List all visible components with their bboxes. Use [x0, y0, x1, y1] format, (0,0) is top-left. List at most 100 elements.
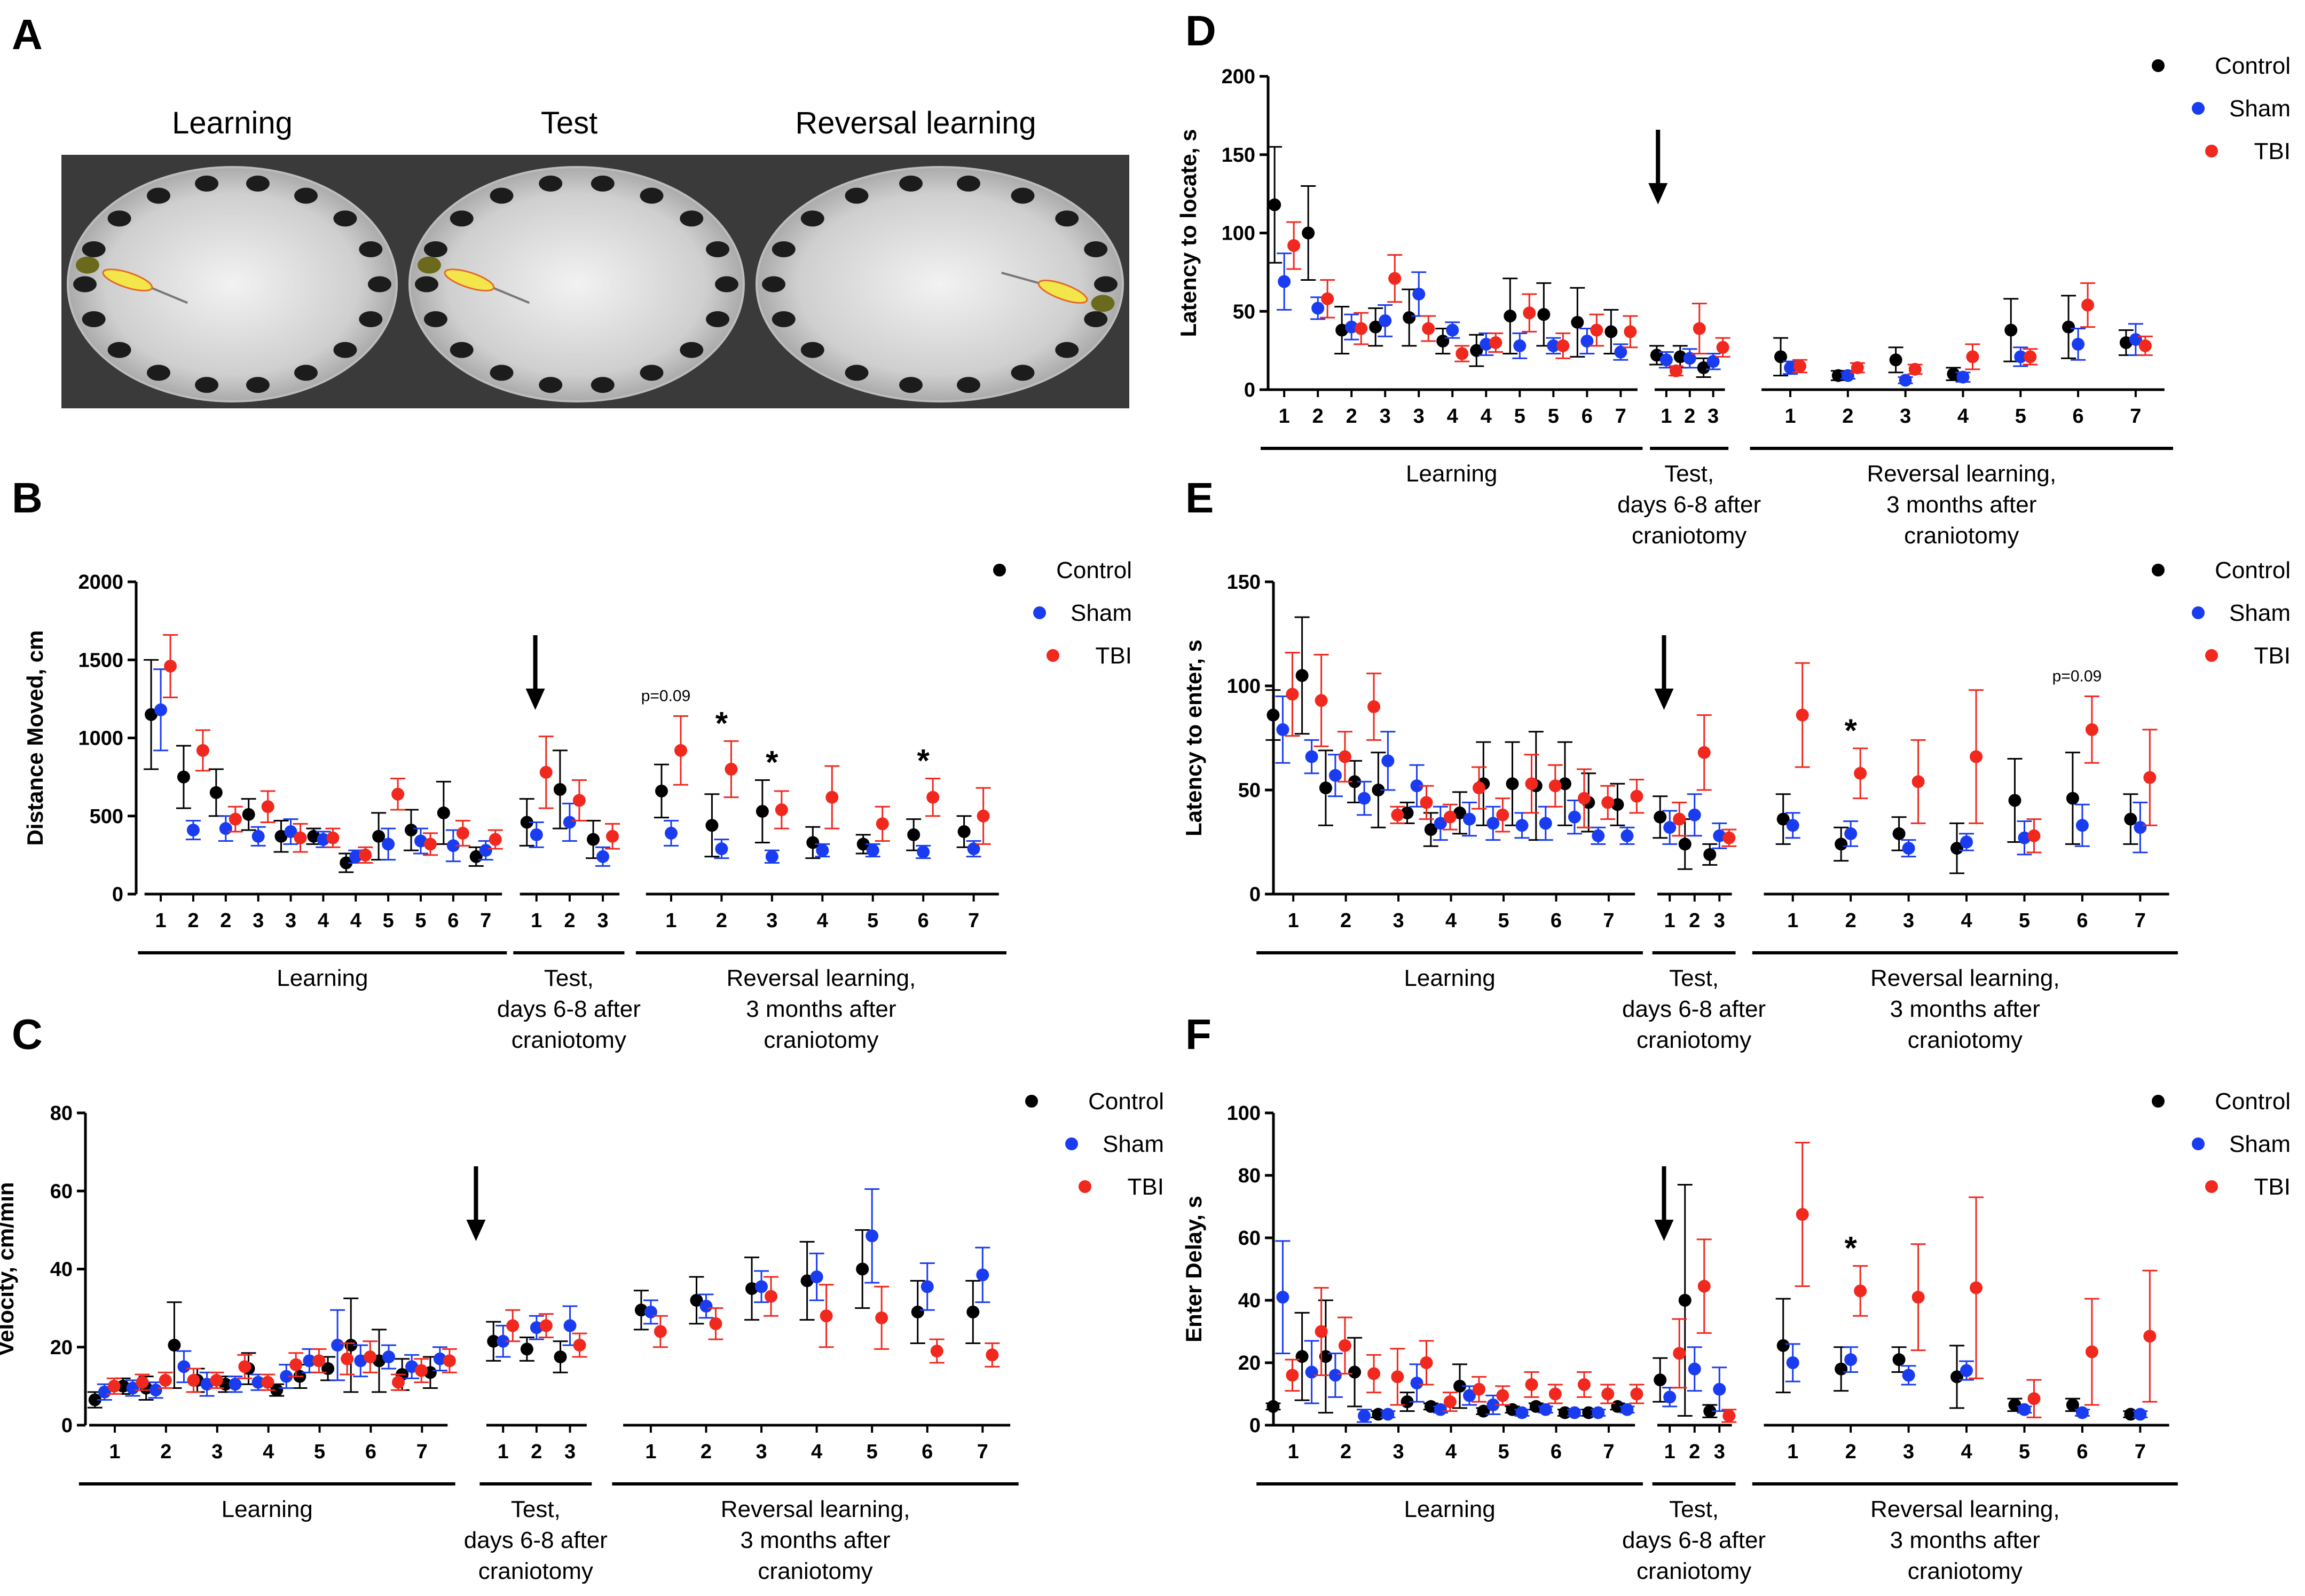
data-point — [1713, 1382, 1726, 1396]
data-point — [755, 1280, 768, 1293]
series-sham — [1275, 1240, 2148, 1423]
x-tick-label: 4 — [263, 1441, 274, 1463]
data-point — [715, 842, 728, 856]
panel-a: A Learning Test Reversal learning — [12, 11, 1129, 408]
group-label-line: days 6-8 after — [497, 996, 641, 1022]
group-label-line: Test, — [544, 965, 594, 991]
x-tick-label: 4 — [1481, 405, 1492, 428]
data-point — [1673, 812, 1686, 826]
data-point — [1683, 352, 1696, 365]
data-point — [1776, 812, 1790, 826]
series-control — [1267, 146, 2134, 382]
data-point — [1401, 806, 1414, 819]
arena-hole — [147, 365, 170, 381]
data-point — [326, 831, 340, 844]
x-tick-label: 7 — [1603, 1441, 1614, 1463]
group-label: Reversal learning, 3 months after cranioto… — [1867, 461, 2056, 549]
data-point — [1506, 777, 1519, 791]
group-label-line: 3 months after — [1886, 492, 2036, 518]
x-tick-label: 1 — [155, 910, 167, 932]
data-point — [487, 1334, 500, 1348]
x-tick-label: 1 — [531, 910, 542, 932]
x-tick-label: 7 — [1615, 405, 1626, 428]
x-tick-label: 4 — [1447, 405, 1458, 428]
target-hole — [417, 256, 441, 274]
data-point — [177, 1360, 191, 1373]
data-point — [866, 1229, 879, 1243]
x-tick-label: 6 — [2076, 910, 2088, 932]
x-tick-label: 2 — [1346, 405, 1357, 428]
data-point — [1420, 796, 1433, 809]
x-tick-label: 6 — [1551, 910, 1562, 932]
group-label: Learning — [1404, 965, 1495, 991]
arena-hole — [423, 311, 447, 327]
data-point — [1835, 1362, 1848, 1376]
x-tick-label: 5 — [415, 910, 426, 932]
data-point — [1525, 777, 1538, 791]
data-point — [1436, 335, 1450, 348]
data-point — [1630, 789, 1643, 803]
data-point — [2081, 298, 2095, 312]
data-point — [1278, 275, 1291, 288]
data-point — [1295, 1350, 1309, 1363]
data-point — [539, 1319, 553, 1332]
arena-hole — [640, 187, 664, 204]
mouse — [444, 268, 530, 304]
data-point — [2008, 1398, 2021, 1411]
data-point — [1844, 827, 1858, 840]
data-point — [1851, 361, 1864, 374]
data-point — [1381, 754, 1395, 768]
data-point — [2066, 1398, 2079, 1411]
target-hole — [1091, 295, 1115, 312]
data-point — [1335, 323, 1349, 337]
x-tick-label: 4 — [1445, 910, 1457, 932]
data-point — [1470, 344, 1483, 357]
arena-hole — [591, 175, 615, 192]
data-point — [1577, 792, 1591, 805]
data-point — [573, 1339, 586, 1352]
x-tick-label: 4 — [1961, 910, 1972, 932]
timeline-arrow-head — [466, 1220, 486, 1241]
arena-hole — [490, 365, 514, 381]
data-point — [1305, 750, 1318, 763]
group-label-line: days 6-8 after — [464, 1527, 608, 1553]
x-tick-label: 5 — [2019, 910, 2030, 932]
x-tick-label: 1 — [1664, 1441, 1675, 1463]
arena-hole — [1084, 311, 1108, 327]
data-point — [1892, 827, 1906, 840]
data-point — [1966, 350, 1979, 364]
legend: Control Sham TBI — [993, 557, 1132, 669]
data-point — [977, 809, 990, 823]
data-point — [664, 826, 678, 840]
data-point — [2027, 1392, 2041, 1405]
series-sham — [97, 1188, 990, 1401]
data-point — [1614, 345, 1627, 359]
data-point — [280, 1370, 293, 1383]
data-point — [699, 1299, 713, 1313]
data-point — [391, 787, 405, 801]
data-point — [1950, 842, 1964, 855]
data-point — [340, 856, 353, 870]
arena-hole — [359, 311, 383, 327]
group-label-line: days 6-8 after — [1617, 492, 1761, 518]
arena-hole — [147, 187, 170, 204]
data-point — [957, 825, 971, 838]
series-sham — [1275, 696, 2148, 858]
data-point — [1315, 1325, 1328, 1338]
x-tick-label: 1 — [645, 1441, 656, 1463]
data-point — [136, 1376, 149, 1389]
y-axis-title: Latency to locate, s — [1176, 129, 1201, 337]
data-point — [1678, 837, 1692, 851]
data-point — [1592, 1406, 1605, 1419]
panel-letter: E — [1185, 474, 1214, 522]
x-tick-label: 2 — [1340, 1441, 1351, 1463]
data-point — [2024, 350, 2037, 364]
y-tick-label: 100 — [1222, 223, 1255, 245]
data-point — [986, 1348, 999, 1362]
data-point — [1889, 353, 1902, 367]
x-tick-label: 1 — [1288, 1441, 1299, 1463]
data-point — [674, 744, 687, 757]
arena-hole — [680, 210, 704, 227]
data-point — [1786, 819, 1799, 832]
